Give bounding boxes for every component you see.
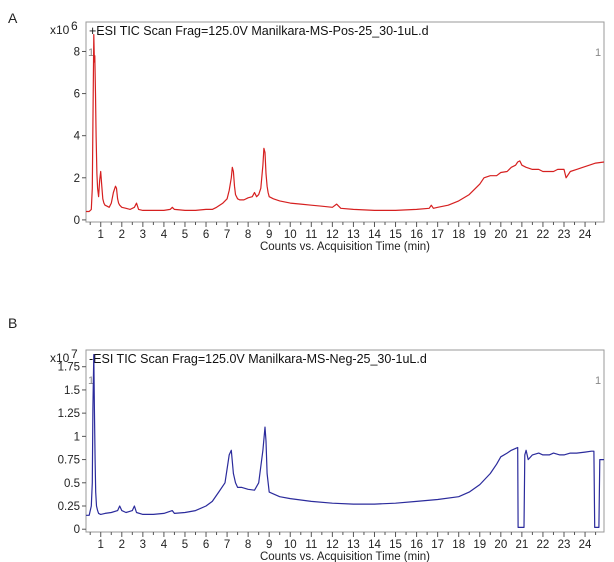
- y-tick-label: 0.25: [58, 501, 80, 513]
- x-tick-label: 9: [266, 229, 272, 241]
- y-tick-label: 0.5: [64, 478, 80, 490]
- y-tick-label: 4: [74, 131, 81, 143]
- x-tick-label: 2: [119, 229, 125, 241]
- x-tick-label: 1: [98, 539, 104, 551]
- x-tick-label: 18: [452, 539, 465, 551]
- x-tick-label: 9: [266, 539, 272, 551]
- x-tick-label: 7: [224, 229, 230, 241]
- x-tick-label: 21: [515, 539, 528, 551]
- x-tick-label: 19: [473, 539, 486, 551]
- corner-label-left: 1: [88, 47, 94, 59]
- panel-letter-b: B: [8, 315, 18, 331]
- corner-label-left: 1: [88, 375, 94, 387]
- x-axis-label: Counts vs. Acquisition Time (min): [260, 551, 430, 562]
- x-tick-label: 1: [98, 229, 104, 241]
- plot-frame: [85, 349, 605, 533]
- x-tick-label: 6: [203, 229, 209, 241]
- y-tick-label: 0.75: [58, 455, 80, 467]
- y-scale-label: x10: [50, 351, 70, 365]
- x-tick-label: 17: [431, 229, 444, 241]
- series-line: [86, 33, 605, 213]
- x-tick-label: 16: [410, 229, 423, 241]
- x-tick-label: 20: [494, 229, 507, 241]
- corner-label-right: 1: [595, 375, 601, 387]
- x-tick-label: 6: [203, 539, 209, 551]
- x-tick-label: 11: [305, 229, 317, 241]
- y-tick-label: 2: [74, 173, 80, 185]
- x-tick-label: 8: [245, 539, 251, 551]
- x-tick-label: 18: [452, 229, 465, 241]
- x-tick-label: 8: [245, 229, 251, 241]
- chart-a-svg: x10 6 +ESI TIC Scan Frag=125.0V Manilkara-…: [50, 19, 605, 253]
- x-tick-label: 20: [494, 539, 507, 551]
- chart-panel-b: x10 7 -ESI TIC Scan Frag=125.0V Manilkara-…: [0, 330, 614, 562]
- y-tick-label: 1.5: [64, 385, 80, 397]
- x-tick-label: 15: [389, 539, 402, 551]
- y-tick-label: 8: [74, 46, 80, 58]
- x-tick-label: 11: [305, 539, 317, 551]
- x-tick-label: 13: [347, 229, 360, 241]
- plot-frame: [85, 21, 605, 223]
- x-tick-label: 3: [140, 229, 146, 241]
- x-tick-label: 19: [473, 229, 486, 241]
- x-tick-label: 10: [284, 229, 297, 241]
- y-scale-exponent: 6: [71, 19, 78, 33]
- x-tick-label: 15: [389, 229, 402, 241]
- x-tick-label: 12: [326, 229, 339, 241]
- x-tick-label: 5: [182, 229, 188, 241]
- x-tick-label: 4: [161, 539, 168, 551]
- x-tick-label: 5: [182, 539, 188, 551]
- x-tick-label: 23: [558, 229, 571, 241]
- y-tick-label: 0: [74, 215, 80, 227]
- chart-title: +ESI TIC Scan Frag=125.0V Manilkara-MS-P…: [89, 24, 429, 38]
- y-scale-label: x10: [50, 23, 70, 37]
- x-tick-label: 14: [368, 229, 381, 241]
- x-tick-label: 10: [284, 539, 297, 551]
- x-tick-label: 21: [515, 229, 528, 241]
- x-tick-label: 22: [537, 539, 550, 551]
- y-tick-label: 1.75: [58, 362, 80, 374]
- x-tick-label: 16: [410, 539, 423, 551]
- panel-letter-a: A: [8, 10, 18, 26]
- y-tick-label: 1: [74, 431, 80, 443]
- x-tick-label: 17: [431, 539, 444, 551]
- series-line: [86, 354, 604, 528]
- x-tick-label: 2: [119, 539, 125, 551]
- x-tick-label: 4: [161, 229, 168, 241]
- chart-b-svg: x10 7 -ESI TIC Scan Frag=125.0V Manilkara-…: [50, 347, 605, 562]
- chart-title: -ESI TIC Scan Frag=125.0V Manilkara-MS-N…: [89, 352, 427, 366]
- x-tick-label: 22: [537, 229, 550, 241]
- y-tick-label: 1.25: [58, 408, 80, 420]
- x-tick-label: 23: [558, 539, 571, 551]
- x-axis-label: Counts vs. Acquisition Time (min): [260, 241, 430, 253]
- chart-panel-a: x10 6 +ESI TIC Scan Frag=125.0V Manilkara-…: [0, 0, 614, 262]
- x-tick-label: 24: [579, 539, 592, 551]
- x-tick-label: 7: [224, 539, 230, 551]
- x-tick-label: 12: [326, 539, 339, 551]
- x-tick-label: 13: [347, 539, 360, 551]
- y-scale-exponent: 7: [71, 347, 78, 361]
- y-tick-label: 6: [74, 89, 80, 101]
- x-tick-label: 14: [368, 539, 381, 551]
- y-tick-label: 0: [74, 524, 80, 536]
- x-tick-label: 24: [579, 229, 592, 241]
- corner-label-right: 1: [595, 47, 601, 59]
- x-tick-label: 3: [140, 539, 146, 551]
